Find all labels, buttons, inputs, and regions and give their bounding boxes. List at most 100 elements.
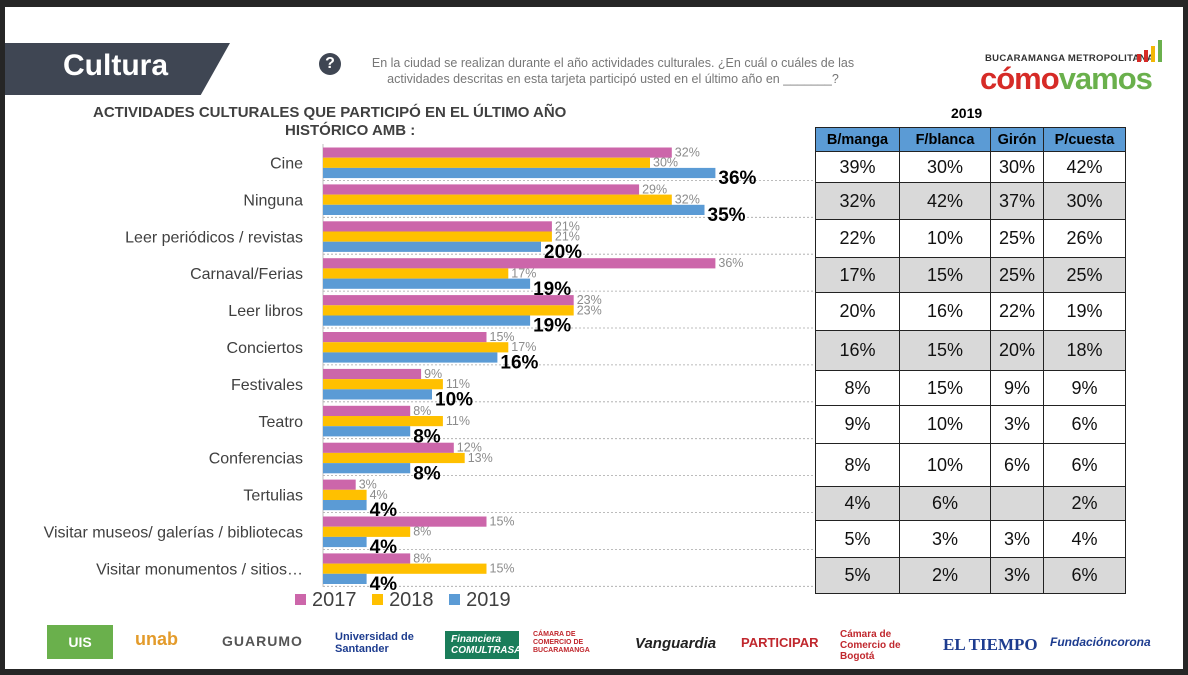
table-cell: 17% bbox=[815, 257, 900, 293]
legend-item-2017: 2017 bbox=[295, 589, 357, 612]
brand-word: cómovamos bbox=[980, 61, 1153, 96]
table-cell: 5% bbox=[815, 557, 900, 594]
data-label-2017: 8% bbox=[413, 551, 431, 565]
table-cell: 5% bbox=[815, 520, 900, 558]
table-cell: 3% bbox=[990, 557, 1044, 594]
data-label-2018: 32% bbox=[675, 193, 700, 207]
table-row: 32% 42% 37% 30% bbox=[815, 182, 1126, 220]
category-label: Visitar museos/ galerías / bibliotecas bbox=[44, 524, 303, 541]
table-cell: 30% bbox=[990, 151, 1044, 183]
bar-2019 bbox=[323, 463, 411, 474]
table-cell: 9% bbox=[1043, 370, 1126, 406]
bar-2019 bbox=[323, 278, 531, 289]
chart-title: ACTIVIDADES CULTURALES QUE PARTICIPÓ EN … bbox=[93, 104, 567, 139]
chart-legend: 2017 2018 2019 bbox=[295, 589, 521, 612]
data-label-2019: 16% bbox=[500, 353, 538, 374]
data-label-2018: 21% bbox=[555, 230, 580, 244]
bar-2017 bbox=[323, 479, 356, 490]
category-label: Visitar monumentos / sitios… bbox=[96, 561, 303, 578]
table-cell: 4% bbox=[815, 486, 900, 521]
bar-2018 bbox=[323, 489, 367, 500]
table-cell: 3% bbox=[990, 520, 1044, 558]
data-label-2017: 36% bbox=[718, 256, 743, 270]
category-label: Festivales bbox=[231, 377, 303, 394]
table-cell: 16% bbox=[899, 292, 991, 331]
table-cell: 2% bbox=[1043, 486, 1126, 521]
bar-2019 bbox=[323, 204, 705, 215]
data-label-2017: 29% bbox=[642, 182, 667, 196]
data-label-2019: 4% bbox=[370, 574, 398, 595]
table-cell: 6% bbox=[1043, 443, 1126, 487]
logo-fundacion-corona: Fundacióncorona bbox=[1050, 635, 1151, 649]
table-cell: 8% bbox=[815, 370, 900, 406]
table-cell: 39% bbox=[815, 151, 900, 183]
category-label: Teatro bbox=[259, 414, 304, 431]
table-cell: 30% bbox=[1043, 182, 1126, 220]
category-label: Leer periódicos / revistas bbox=[125, 229, 303, 246]
bar-2018 bbox=[323, 268, 509, 279]
section-banner: Cultura bbox=[5, 43, 230, 95]
category-label: Cine bbox=[270, 155, 303, 172]
slide: Cultura ? En la ciudad se realizan duran… bbox=[5, 7, 1183, 669]
bar-2019 bbox=[323, 536, 367, 548]
table-cell: 4% bbox=[1043, 520, 1126, 558]
table-cell: 20% bbox=[990, 330, 1044, 371]
logo-unab: unab bbox=[135, 629, 178, 649]
legend-item-2018: 2018 bbox=[372, 589, 434, 612]
data-label-2018: 13% bbox=[468, 451, 493, 465]
data-label-2019: 35% bbox=[708, 205, 746, 226]
bar-2019 bbox=[323, 352, 498, 363]
table-cell: 22% bbox=[990, 292, 1044, 331]
logo-camara-comercio-bucaramanga: CÁMARA DE COMERCIO DE BUCARAMANGA bbox=[533, 631, 590, 654]
table-cell: 26% bbox=[1043, 219, 1126, 258]
bar-2019 bbox=[323, 573, 367, 584]
table-cell: 15% bbox=[899, 257, 991, 293]
bar-2018 bbox=[323, 231, 552, 242]
bar-2018 bbox=[323, 416, 443, 427]
table-cell: 9% bbox=[815, 405, 900, 444]
logo-el-tiempo: EL TIEMPO bbox=[943, 635, 1038, 654]
table-cell: 18% bbox=[1043, 330, 1126, 371]
data-label-2019: 4% bbox=[370, 500, 398, 521]
bar-2017 bbox=[323, 295, 574, 306]
table-cell: 2% bbox=[899, 557, 991, 594]
section-title: Cultura bbox=[63, 49, 168, 82]
category-label: Carnaval/Ferias bbox=[190, 266, 303, 283]
logo-vanguardia: Vanguardia bbox=[635, 635, 717, 652]
table-row: 4% 6% 2% bbox=[815, 486, 1126, 521]
table-cell: 30% bbox=[899, 151, 991, 183]
data-label-2018: 30% bbox=[653, 156, 678, 170]
data-label-2019: 8% bbox=[413, 463, 441, 484]
table-cell: 10% bbox=[899, 405, 991, 444]
table-row: 5% 3% 3% 4% bbox=[815, 520, 1126, 558]
bar-2017 bbox=[323, 332, 487, 343]
logo-universidad-de-santander: Universidad de Santander bbox=[335, 631, 414, 655]
table-header-giron: Girón bbox=[990, 127, 1044, 152]
bar-2019 bbox=[323, 167, 716, 179]
table-cell: 3% bbox=[990, 405, 1044, 444]
bar-2018 bbox=[323, 452, 465, 464]
brand-logo: BUCARAMANGA METROPOLITANA cómovamos bbox=[980, 37, 1175, 97]
table-cell: 25% bbox=[1043, 257, 1126, 293]
table-cell: 6% bbox=[990, 443, 1044, 487]
logo-uis: UIS bbox=[47, 625, 113, 659]
table-cell: 15% bbox=[899, 330, 991, 371]
bar-2019 bbox=[323, 426, 411, 437]
bar-2017 bbox=[323, 442, 454, 453]
data-label-2018: 11% bbox=[446, 377, 470, 391]
category-label: Conferencias bbox=[209, 451, 303, 468]
table-cell: 3% bbox=[899, 520, 991, 558]
bar-2018 bbox=[323, 526, 411, 537]
bar-2017 bbox=[323, 258, 716, 269]
bar-2017 bbox=[323, 368, 422, 380]
data-label-2017: 21% bbox=[555, 219, 580, 233]
bar-2017 bbox=[323, 553, 411, 564]
bar-2018 bbox=[323, 157, 650, 168]
municipality-table: B/manga F/blanca Girón P/cuesta 39% 30% 30… bbox=[815, 127, 1126, 594]
data-label-2018: 17% bbox=[511, 266, 536, 280]
bar-2019 bbox=[323, 315, 531, 326]
table-row: 9% 10% 3% 6% bbox=[815, 405, 1126, 444]
table-row: 20% 16% 22% 19% bbox=[815, 292, 1126, 331]
bar-2017 bbox=[323, 405, 411, 416]
